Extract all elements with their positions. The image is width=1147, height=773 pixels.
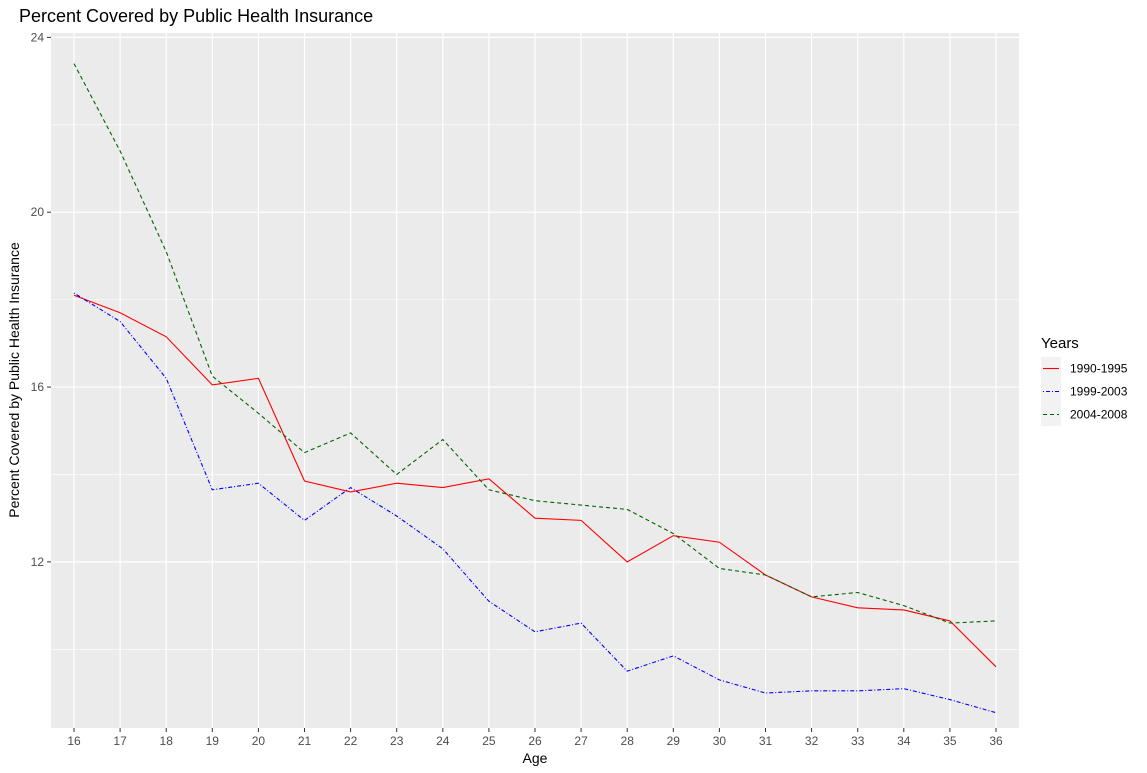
x-tick-label: 31 [759,734,773,748]
x-tick-label: 21 [298,734,312,748]
x-tick-label: 34 [897,734,911,748]
chart-title: Percent Covered by Public Health Insuran… [19,6,373,26]
legend-label-1999-2003: 1999-2003 [1070,385,1128,399]
x-tick-label: 18 [160,734,174,748]
x-tick-label: 20 [252,734,266,748]
legend-key-background [1041,380,1061,403]
x-tick-label: 24 [436,734,450,748]
x-tick-label: 17 [113,734,127,748]
series-line-2004-2008 [73,63,997,624]
x-tick-label: 19 [206,734,220,748]
x-tick-label: 26 [528,734,542,748]
x-tick-label: 33 [851,734,865,748]
legend-label-1990-1995: 1990-1995 [1070,362,1128,376]
x-tick-label: 28 [621,734,635,748]
x-tick-label: 30 [713,734,727,748]
x-tick-label: 27 [574,734,588,748]
y-tick-label: 20 [31,205,45,219]
x-axis: 16 17 18 19 20 21 22 23 24 25 26 27 28 29 30 31 32 33 34 35… [67,728,1003,748]
y-tick-label: 12 [31,555,45,569]
series-line-1999-2003 [73,292,997,714]
legend-title: Years [1041,335,1079,352]
legend: Years 1990-1995 1999-2003 2004-2008 [1041,335,1128,426]
x-tick-label: 29 [667,734,681,748]
x-tick-label: 16 [67,734,81,748]
series-line-1990-1995 [73,294,997,668]
x-tick-label: 35 [943,734,957,748]
y-axis: 12 16 20 24 [31,30,51,569]
x-tick-label: 32 [805,734,819,748]
series-lines [73,63,997,714]
y-axis-label: Percent Covered by Public Health Insuran… [6,242,22,518]
y-tick-label: 16 [31,380,45,394]
x-tick-label: 23 [390,734,404,748]
x-tick-label: 25 [482,734,496,748]
y-tick-label: 24 [31,30,45,44]
x-tick-label: 22 [344,734,358,748]
major-gridlines [51,33,1019,728]
legend-label-2004-2008: 2004-2008 [1070,408,1128,422]
x-tick-label: 36 [989,734,1003,748]
x-axis-label: Age [523,750,548,766]
